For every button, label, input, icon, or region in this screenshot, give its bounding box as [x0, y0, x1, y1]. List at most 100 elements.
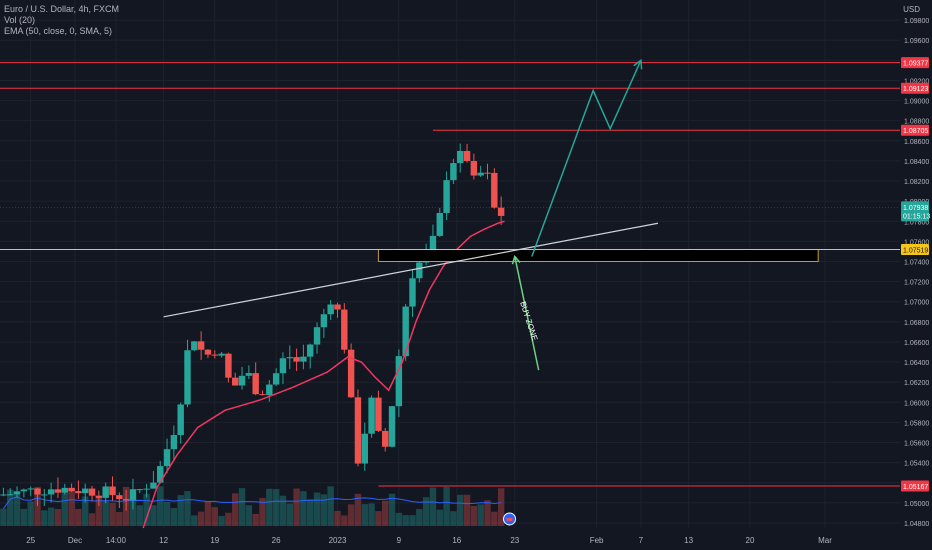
price-tick-label: 1.07600 — [904, 239, 929, 246]
level-price-tag: 1.05167 — [901, 480, 929, 492]
candle — [116, 492, 123, 509]
candle — [170, 425, 178, 460]
price-tick-label: 1.08200 — [904, 179, 929, 186]
volume-bar — [477, 504, 484, 526]
time-tick-label: Mar — [818, 536, 832, 545]
candle-body — [61, 487, 68, 493]
price-tick-label: 1.08400 — [904, 159, 929, 166]
price-tick-label: 1.05800 — [904, 420, 929, 427]
candle — [334, 302, 341, 318]
volume-bar — [266, 488, 273, 526]
candle-body — [402, 306, 409, 357]
buy-arrowhead — [511, 254, 521, 265]
volume-bar — [184, 491, 191, 526]
candle-body — [129, 489, 137, 501]
volume-bar — [252, 513, 259, 526]
candle — [327, 300, 334, 320]
price-tick-label: 1.06200 — [904, 380, 929, 387]
price-tick-label: 1.07400 — [904, 259, 929, 266]
volume-bar — [204, 501, 212, 526]
level-price-tag-bg — [901, 480, 929, 492]
volume-bar — [177, 495, 184, 526]
ema-indicator-label[interactable]: EMA (50, close, 0, SMA, 5) — [4, 26, 113, 36]
time-axis: 25 Dec 14:00 12 19 26 2023 9 16 23 Feb 7 13 20 Mar — [26, 536, 832, 545]
time-tick-label: 20 — [746, 536, 755, 545]
volume-bar — [307, 499, 314, 526]
candle — [150, 471, 157, 489]
candle — [477, 165, 484, 178]
last-price-bg — [901, 201, 929, 222]
candle — [266, 379, 273, 402]
level-price-tag: 1.09123 — [901, 82, 929, 94]
candle-body — [395, 356, 403, 407]
candle-body — [484, 172, 491, 174]
candle — [347, 343, 355, 398]
volume-bar — [218, 515, 225, 526]
candle — [95, 490, 103, 507]
candle-body — [266, 384, 273, 396]
candle — [157, 460, 164, 484]
candle — [395, 349, 403, 418]
price-tick-label: 1.07200 — [904, 280, 929, 287]
candle — [279, 352, 287, 385]
candle-body — [27, 488, 34, 490]
candle — [368, 395, 375, 438]
candle-body — [470, 161, 478, 176]
candle — [136, 488, 143, 494]
candle — [184, 339, 191, 408]
candle-body — [341, 309, 348, 350]
candle — [320, 308, 328, 338]
volume-bar — [361, 504, 368, 526]
volume-bar — [68, 488, 75, 526]
flag-icon — [506, 517, 513, 521]
volume-bar — [47, 507, 55, 526]
time-tick-label: 26 — [272, 536, 281, 545]
volume-bar — [82, 496, 89, 526]
candle-body — [225, 353, 232, 378]
time-tick-label: Feb — [590, 536, 604, 545]
candle — [0, 487, 7, 497]
candle-body — [320, 314, 328, 328]
candle-body — [300, 356, 307, 362]
candle-body — [54, 489, 62, 493]
candle — [361, 422, 368, 471]
candle-body — [450, 163, 457, 181]
candle-body — [211, 354, 218, 356]
candle — [47, 482, 55, 503]
candle-body — [157, 466, 164, 483]
candle — [177, 402, 184, 444]
candle — [252, 362, 259, 396]
candle-body — [0, 494, 7, 496]
candle — [375, 390, 382, 432]
volume-bar — [293, 488, 300, 526]
volume-bar — [191, 515, 198, 526]
candle — [470, 153, 478, 180]
volume-bar — [354, 493, 362, 526]
volume-bar — [422, 497, 430, 526]
volume-bar — [143, 493, 150, 526]
price-tick-label: 1.07800 — [904, 219, 929, 226]
buy-arrow-line — [514, 256, 540, 371]
candle-body — [20, 489, 28, 492]
candle — [443, 171, 450, 221]
price-tick-label: 1.06400 — [904, 360, 929, 367]
volume-bar — [463, 494, 471, 526]
volume-bar — [245, 505, 253, 526]
candle — [211, 350, 218, 359]
candle-body — [272, 373, 280, 385]
volume-bar — [0, 508, 7, 526]
symbol-label[interactable]: Euro / U.S. Dollar, 4h, FXCM — [4, 4, 120, 14]
candle-body — [463, 150, 471, 162]
volume-bar — [436, 509, 443, 526]
time-tick-label: 25 — [26, 536, 35, 545]
candle-body — [497, 207, 505, 216]
candle — [13, 486, 21, 498]
price-tick-label: 1.05400 — [904, 461, 929, 468]
candle-body — [102, 486, 109, 498]
volume-indicator-label[interactable]: Vol (20) — [4, 15, 36, 25]
candle-body — [75, 491, 82, 494]
volume-bar — [197, 511, 205, 526]
candle — [27, 486, 34, 497]
candle — [61, 483, 68, 495]
